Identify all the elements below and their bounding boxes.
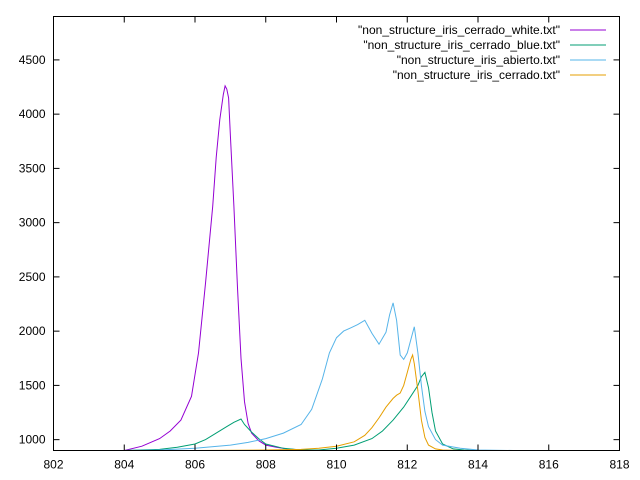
series-layer xyxy=(124,84,514,451)
ticks-layer: 802 804 806 808 810 812 814 816 818 1000 1500 2000 2… xyxy=(19,16,630,472)
y-tick-label: 1500 xyxy=(19,378,46,392)
legend: "non_structure_iris_cerrado_white.txt""n… xyxy=(358,23,606,82)
legend-label: "non_structure_iris_cerrado_blue.txt" xyxy=(363,38,560,52)
x-tick-label: 816 xyxy=(539,458,559,472)
y-tick-label: 1000 xyxy=(19,433,46,447)
y-tick-label: 3500 xyxy=(19,161,46,175)
x-tick-label: 818 xyxy=(609,458,629,472)
x-tick-label: 804 xyxy=(114,458,134,472)
x-tick-label: 802 xyxy=(43,458,63,472)
y-tick-label: 4000 xyxy=(19,107,46,121)
series-line-4 xyxy=(124,353,478,451)
legend-label: "non_structure_iris_cerrado.txt" xyxy=(393,68,560,82)
x-tick-label: 814 xyxy=(468,458,488,472)
x-tick-label: 810 xyxy=(326,458,346,472)
x-tick-label: 812 xyxy=(397,458,417,472)
y-tick-label: 2500 xyxy=(19,270,46,284)
series-line-3 xyxy=(124,302,514,451)
x-tick-label: 808 xyxy=(256,458,276,472)
y-tick-label: 4500 xyxy=(19,53,46,67)
y-tick-label: 3000 xyxy=(19,216,46,230)
series-line-1 xyxy=(124,84,337,451)
x-tick-label: 806 xyxy=(185,458,205,472)
legend-label: "non_structure_iris_abierto.txt" xyxy=(397,53,560,67)
y-tick-label: 2000 xyxy=(19,324,46,338)
legend-label: "non_structure_iris_cerrado_white.txt" xyxy=(358,23,560,37)
